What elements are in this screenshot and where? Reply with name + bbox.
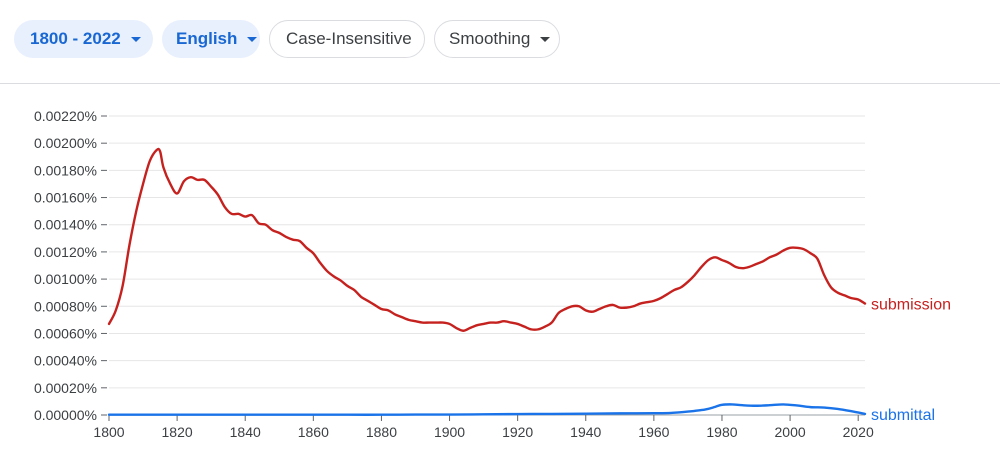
- x-tick-label: 1900: [434, 424, 465, 440]
- toolbar: 1800 - 2022 English Case-Insensitive Smo…: [0, 0, 1000, 84]
- y-tick-label: 0.00120%: [34, 244, 97, 260]
- series-label-submittal: submittal: [871, 407, 935, 424]
- x-tick-label: 1940: [570, 424, 601, 440]
- year-range-dropdown[interactable]: 1800 - 2022: [14, 20, 153, 58]
- x-tick-label: 1840: [230, 424, 261, 440]
- x-tick-label: 2000: [775, 424, 806, 440]
- y-tick-label: 0.00180%: [34, 162, 97, 178]
- corpus-label: English: [176, 29, 238, 48]
- series-label-submission: submission: [871, 297, 951, 314]
- x-tick-label: 1980: [706, 424, 737, 440]
- chevron-down-icon: [130, 36, 141, 42]
- smoothing-dropdown[interactable]: Smoothing: [434, 20, 560, 58]
- y-tick-label: 0.00100%: [34, 271, 97, 287]
- y-tick-label: 0.00160%: [34, 190, 97, 206]
- ngram-chart: 0.00000% 0.00020% 0.00040% 0.00060% 0.00080%…: [34, 108, 951, 440]
- chevron-down-icon: [247, 36, 258, 42]
- y-tick-label: 0.00000%: [34, 407, 97, 423]
- y-tick-label: 0.00040%: [34, 353, 97, 369]
- y-tick-label: 0.00140%: [34, 217, 97, 233]
- x-axis: 1800 1820 1840 1860 1880 1900 1920 1940 1960 1980…: [93, 415, 874, 440]
- x-tick-label: 1880: [366, 424, 397, 440]
- series-labels: submission submittal: [871, 297, 951, 424]
- y-tick-label: 0.00200%: [34, 135, 97, 151]
- x-tick-label: 1920: [502, 424, 533, 440]
- case-insensitive-toggle[interactable]: Case-Insensitive: [269, 20, 425, 58]
- y-tick-label: 0.00080%: [34, 298, 97, 314]
- smoothing-label: Smoothing: [449, 29, 531, 48]
- corpus-dropdown[interactable]: English: [162, 20, 260, 58]
- case-insensitive-label: Case-Insensitive: [286, 29, 412, 48]
- y-tick-label: 0.00020%: [34, 380, 97, 396]
- x-tick-label: 1960: [638, 424, 669, 440]
- series-line-submittal: [107, 403, 867, 416]
- x-tick-label: 1800: [93, 424, 124, 440]
- x-tick-label: 1860: [298, 424, 329, 440]
- year-range-label: 1800 - 2022: [30, 29, 121, 48]
- y-axis: 0.00000% 0.00020% 0.00040% 0.00060% 0.00080%…: [34, 108, 107, 423]
- x-tick-label: 1820: [162, 424, 193, 440]
- gridlines: [109, 115, 865, 416]
- series-lines: [107, 147, 867, 416]
- x-tick-label: 2020: [843, 424, 874, 440]
- series-line-submission: [107, 147, 867, 332]
- y-tick-label: 0.00060%: [34, 325, 97, 341]
- y-tick-label: 0.00220%: [34, 108, 97, 124]
- chevron-down-icon: [540, 36, 551, 42]
